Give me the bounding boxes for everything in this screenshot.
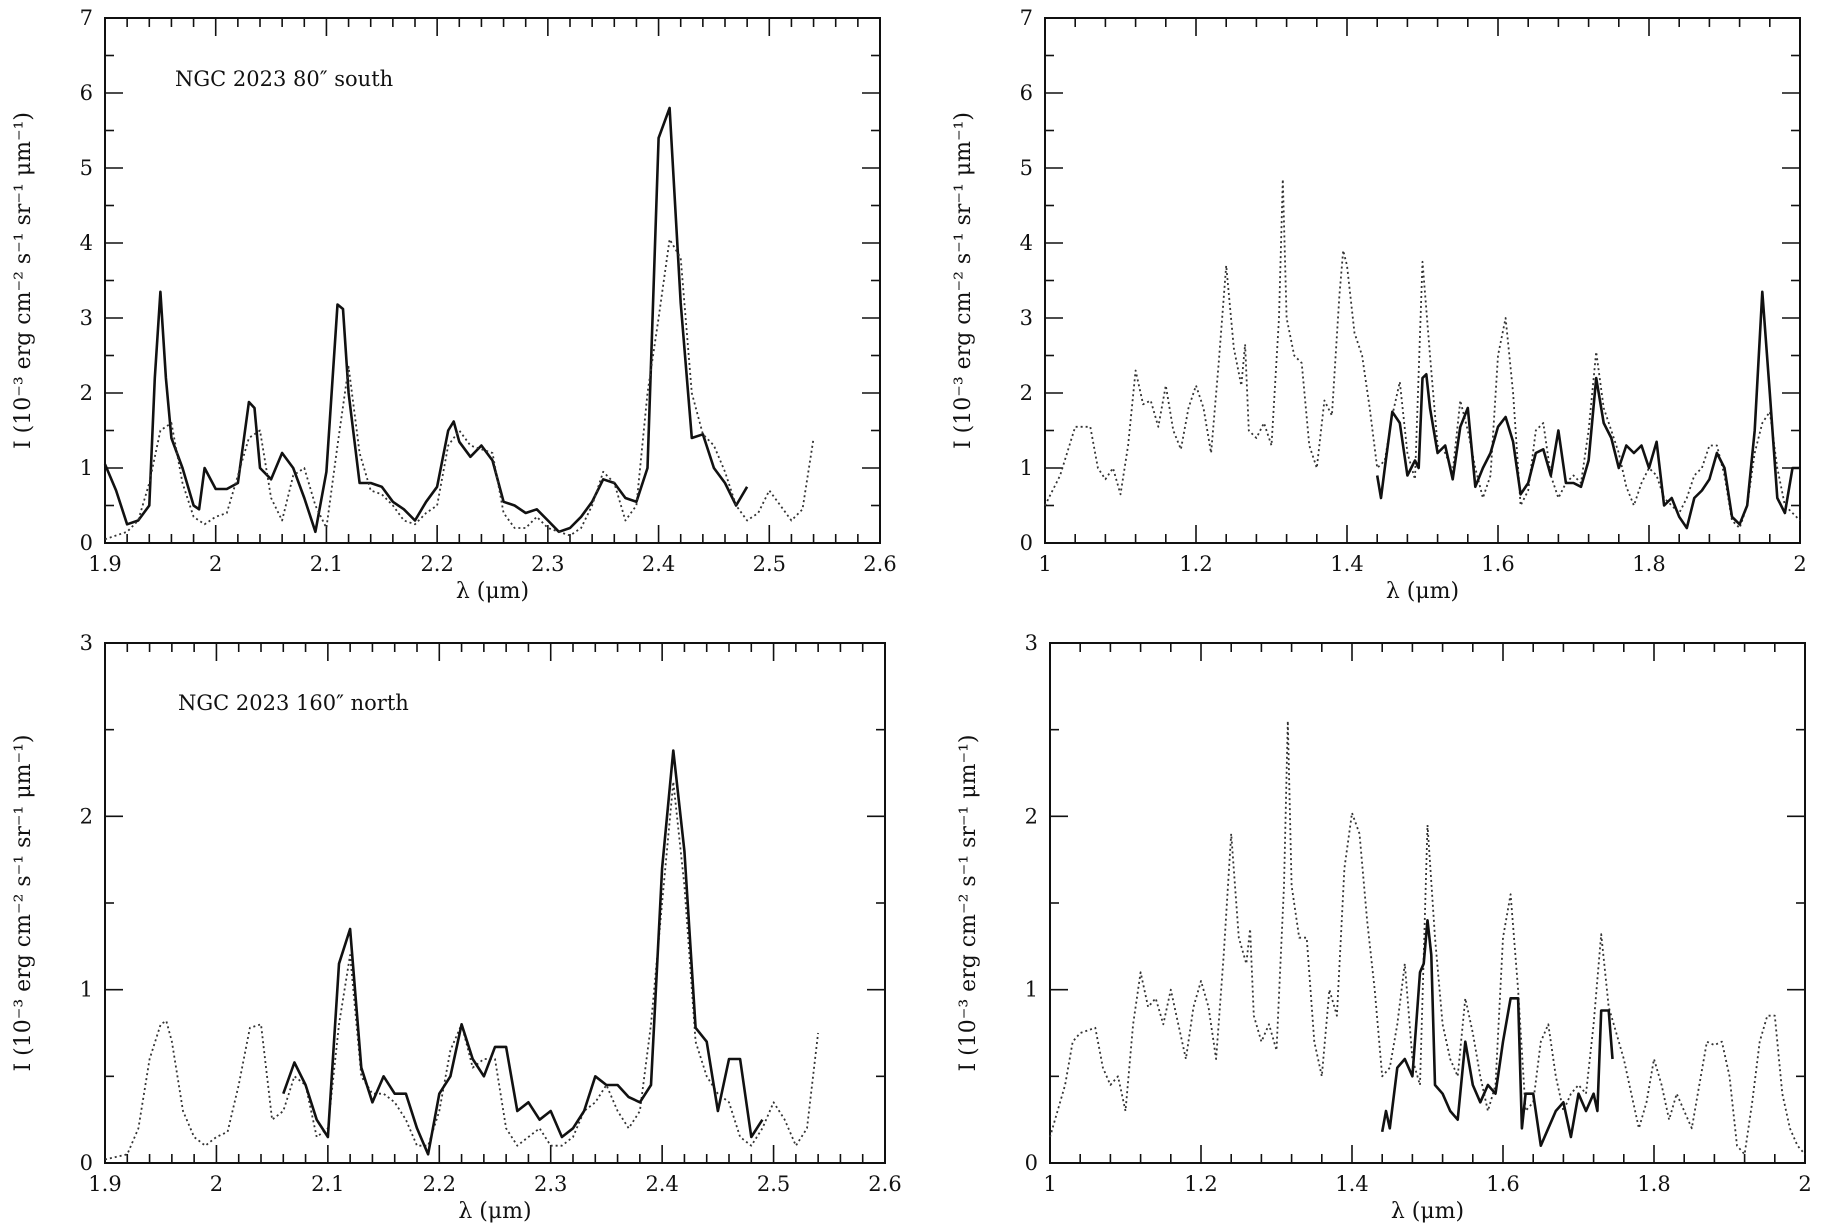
y-tick-label: 6 xyxy=(80,81,93,105)
solid-spectrum-line xyxy=(1380,918,1614,1147)
solid-spectrum-line xyxy=(103,106,749,534)
panel-title: NGC 2023 160″ north xyxy=(178,691,409,715)
y-tick-label: 2 xyxy=(1020,381,1033,405)
y-tick-label: 0 xyxy=(1025,1151,1038,1175)
solid-spectrum-line xyxy=(282,749,764,1156)
spectrum-curves xyxy=(104,749,819,1161)
dotted-spectrum-line xyxy=(1049,720,1806,1156)
x-tick-label: 1 xyxy=(1043,1172,1056,1196)
x-axis-label: λ (μm) xyxy=(458,1199,531,1224)
x-tick-label: 2.4 xyxy=(642,552,675,576)
plot-frame xyxy=(1049,642,1806,1164)
x-tick-label: 2 xyxy=(209,552,222,576)
y-tick-labels: 0 1 2 3 xyxy=(1025,631,1038,1175)
x-tick-label: 1.8 xyxy=(1632,552,1665,576)
x-tick-label: 2 xyxy=(1793,552,1806,576)
y-tick-labels: 0 1 2 3 xyxy=(80,631,93,1175)
dotted-spectrum-line xyxy=(1044,178,1801,529)
x-tick-label: 1.6 xyxy=(1486,1172,1519,1196)
y-tick-label: 6 xyxy=(1020,81,1033,105)
panel-title: NGC 2023 80″ south xyxy=(175,67,393,91)
x-tick-label: 2.4 xyxy=(645,1172,678,1196)
ticks xyxy=(104,642,886,1164)
x-tick-labels: 1 1.2 1.4 1.6 1.8 2 xyxy=(1038,552,1806,576)
y-axis-label: I (10⁻³ erg cm⁻² s⁻¹ sr⁻¹ μm⁻¹) xyxy=(951,112,976,449)
solid-spectrum-line xyxy=(1375,290,1800,530)
x-tick-label: 1.2 xyxy=(1179,552,1212,576)
plot-frame xyxy=(104,642,886,1164)
ticks xyxy=(104,17,881,544)
dotted-spectrum-line xyxy=(104,780,819,1161)
x-tick-label: 1.9 xyxy=(88,1172,121,1196)
x-tick-label: 2.3 xyxy=(531,552,564,576)
y-tick-label: 3 xyxy=(1020,306,1033,330)
x-tick-label: 2 xyxy=(1798,1172,1811,1196)
y-tick-label: 4 xyxy=(80,231,93,255)
x-tick-label: 2.1 xyxy=(310,552,343,576)
x-tick-label: 2.2 xyxy=(423,1172,456,1196)
y-tick-label: 3 xyxy=(1025,631,1038,655)
x-tick-labels: 1 1.2 1.4 1.6 1.8 2 xyxy=(1043,1172,1811,1196)
y-tick-label: 2 xyxy=(1025,804,1038,828)
y-tick-label: 1 xyxy=(80,456,93,480)
dotted-spectrum-line xyxy=(104,238,815,541)
plot-frame xyxy=(1044,17,1801,544)
y-tick-label: 4 xyxy=(1020,231,1033,255)
y-tick-labels: 0 1 2 3 4 5 6 7 xyxy=(1020,6,1033,555)
spectrum-curves xyxy=(1044,178,1801,530)
x-tick-labels: 1.9 2 2.1 2.2 2.3 2.4 2.5 2.6 xyxy=(88,552,896,576)
y-axis-label: I (10⁻³ erg cm⁻² s⁻¹ sr⁻¹ μm⁻¹) xyxy=(11,734,36,1071)
spectrum-curves xyxy=(1049,720,1806,1156)
x-tick-label: 2.1 xyxy=(311,1172,344,1196)
spectrum-curves xyxy=(103,106,815,541)
x-tick-label: 1.6 xyxy=(1481,552,1514,576)
x-tick-label: 2.2 xyxy=(420,552,453,576)
x-axis-label: λ (μm) xyxy=(1386,579,1459,604)
ticks xyxy=(1044,17,1801,544)
y-axis-label: I (10⁻³ erg cm⁻² s⁻¹ sr⁻¹ μm⁻¹) xyxy=(11,112,36,449)
y-tick-label: 0 xyxy=(80,531,93,555)
x-axis-label: λ (μm) xyxy=(456,579,529,604)
x-tick-label: 1 xyxy=(1038,552,1051,576)
x-tick-label: 1.8 xyxy=(1637,1172,1670,1196)
x-tick-label: 1.4 xyxy=(1330,552,1363,576)
ticks xyxy=(1049,642,1806,1164)
x-tick-label: 1.9 xyxy=(88,552,121,576)
panel-top-left: 1.9 2 2.1 2.2 2.3 2.4 2.5 2.6 0 1 2 3 4 5 6 7 NGC 2023… xyxy=(11,6,897,604)
y-tick-label: 0 xyxy=(80,1151,93,1175)
panel-bottom-left: 1.9 2 2.1 2.2 2.3 2.4 2.5 2.6 0 1 2 3 NGC 2023 160… xyxy=(11,631,902,1224)
y-tick-label: 1 xyxy=(1025,978,1038,1002)
x-tick-label: 2.3 xyxy=(534,1172,567,1196)
y-tick-label: 1 xyxy=(80,978,93,1002)
x-axis-label: λ (μm) xyxy=(1391,1199,1464,1224)
y-tick-label: 7 xyxy=(80,6,93,30)
y-tick-label: 2 xyxy=(80,381,93,405)
y-tick-label: 3 xyxy=(80,631,93,655)
y-tick-label: 1 xyxy=(1020,456,1033,480)
x-tick-label: 1.4 xyxy=(1335,1172,1368,1196)
y-axis-label: I (10⁻³ erg cm⁻² s⁻¹ sr⁻¹ μm⁻¹) xyxy=(956,734,981,1071)
x-tick-label: 2.6 xyxy=(863,552,896,576)
x-tick-label: 2.5 xyxy=(753,552,786,576)
x-tick-labels: 1.9 2 2.1 2.2 2.3 2.4 2.5 2.6 xyxy=(88,1172,901,1196)
y-tick-label: 7 xyxy=(1020,6,1033,30)
y-tick-label: 3 xyxy=(80,306,93,330)
y-tick-label: 0 xyxy=(1020,531,1033,555)
y-tick-label: 5 xyxy=(80,156,93,180)
x-tick-label: 1.2 xyxy=(1184,1172,1217,1196)
x-tick-label: 2.5 xyxy=(757,1172,790,1196)
x-tick-label: 2 xyxy=(210,1172,223,1196)
y-tick-label: 5 xyxy=(1020,156,1033,180)
y-tick-label: 2 xyxy=(80,804,93,828)
y-tick-labels: 0 1 2 3 4 5 6 7 xyxy=(80,6,93,555)
x-tick-label: 2.6 xyxy=(868,1172,901,1196)
